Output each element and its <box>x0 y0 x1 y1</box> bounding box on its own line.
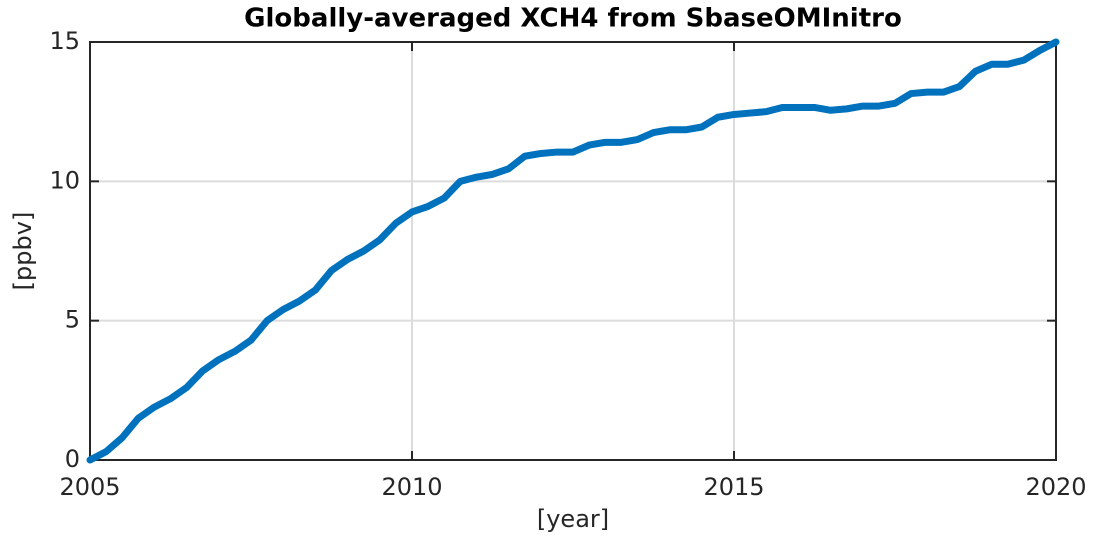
x-axis-label: [year] <box>537 505 609 533</box>
chart-title: Globally-averaged XCH4 from SbaseOMInitr… <box>244 4 902 34</box>
y-tick-label: 0 <box>65 445 80 473</box>
y-tick-label: 10 <box>49 166 80 194</box>
plot-frame <box>89 41 1057 461</box>
y-axis-label: [ppbv] <box>9 212 37 291</box>
x-tick-label: 2020 <box>1025 473 1086 501</box>
x-tick-label: 2010 <box>381 473 442 501</box>
x-tick-label: 2005 <box>59 473 120 501</box>
y-tick-label: 5 <box>65 306 80 334</box>
y-tick-label: 15 <box>49 27 80 55</box>
x-tick-label: 2015 <box>703 473 764 501</box>
data-line <box>86 38 1060 464</box>
